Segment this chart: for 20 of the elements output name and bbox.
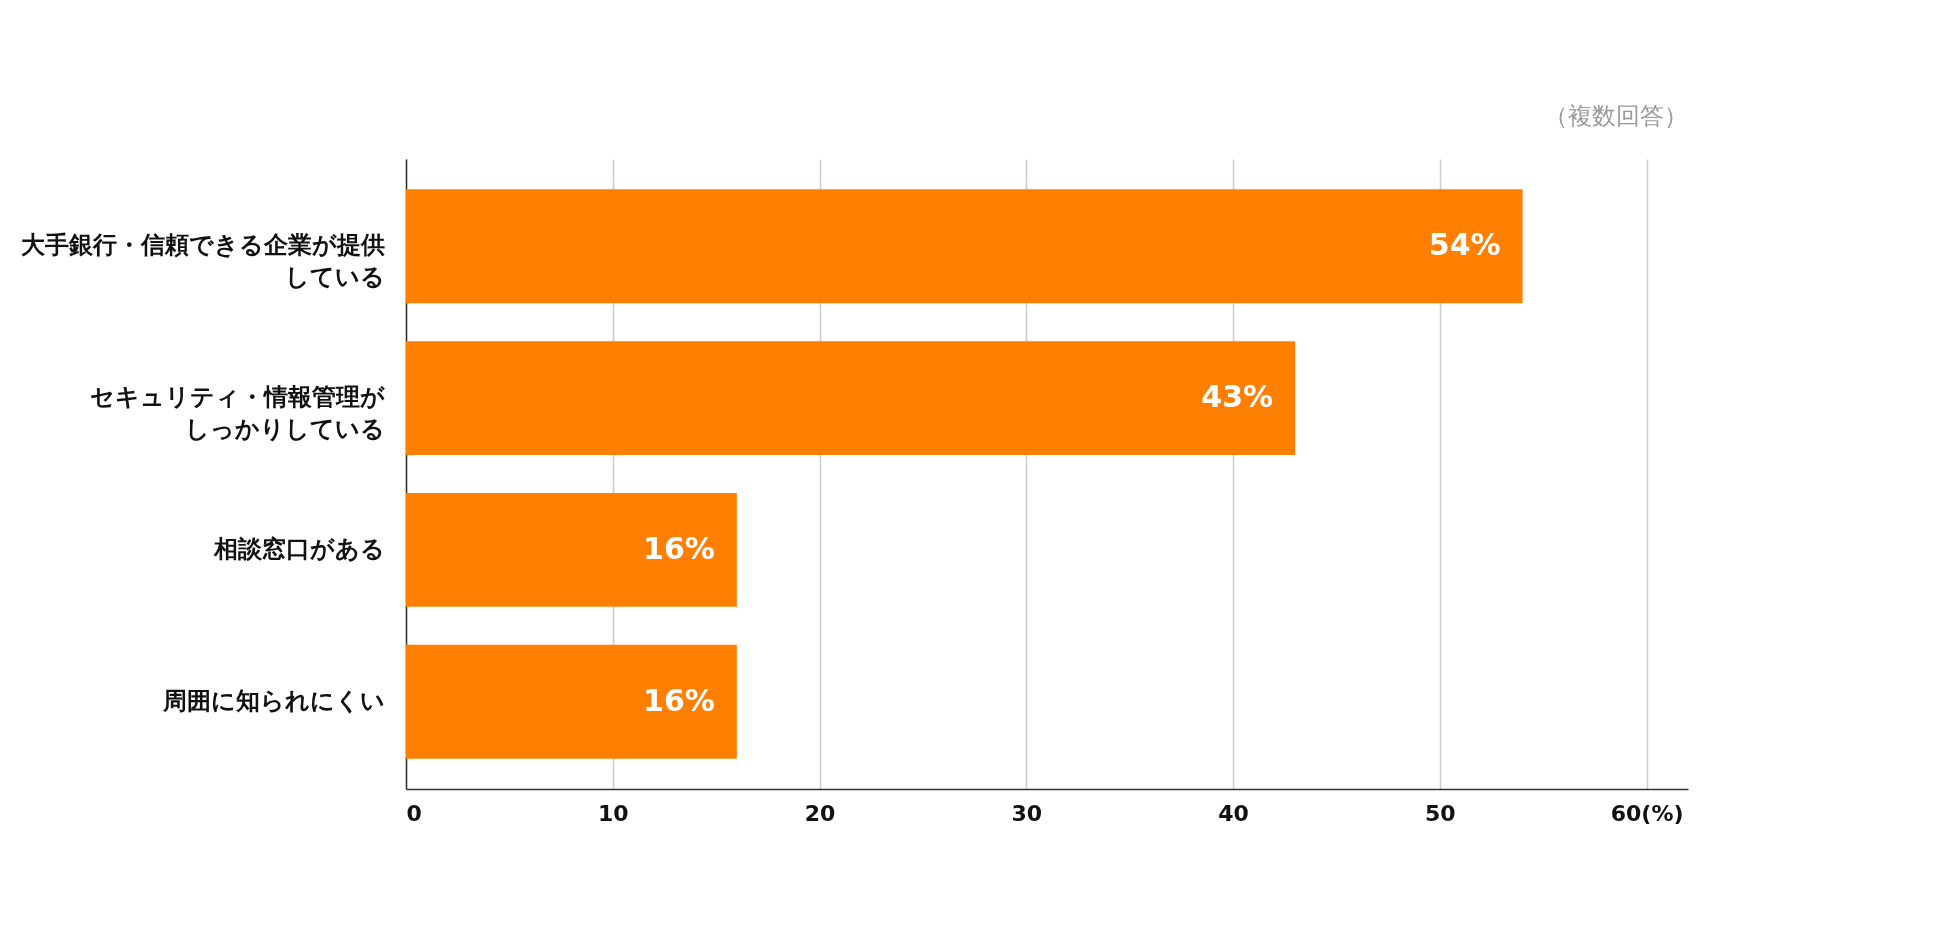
text: （複数回答） (1544, 102, 1688, 130)
y-tick-label: セキュリティ・情報管理がしっかりしている (89, 383, 385, 444)
y-tick-label: 周囲に知られにくい (161, 686, 385, 715)
x-tick-label: 10 (597, 800, 629, 826)
y-tick-label: 相談窓口がある (212, 534, 385, 563)
data-label: 54% (1428, 227, 1501, 263)
bar (406, 341, 1296, 456)
data-label: 43% (1201, 379, 1274, 415)
x-tick-label: 60(%) (1610, 800, 1684, 826)
x-tick-label: 30 (1011, 800, 1043, 826)
data-label: 16% (643, 530, 715, 566)
data-label: 16% (643, 682, 715, 718)
y-tick-label: 大手銀行・信頼できる企業が提供している (20, 231, 385, 292)
x-tick-label: 0 (406, 800, 422, 826)
bar (406, 644, 737, 759)
x-tick-label: 50 (1425, 800, 1456, 826)
bar (406, 492, 737, 607)
x-tick-label: 40 (1218, 800, 1249, 826)
bar (406, 189, 1523, 304)
x-tick-label: 20 (804, 800, 836, 826)
